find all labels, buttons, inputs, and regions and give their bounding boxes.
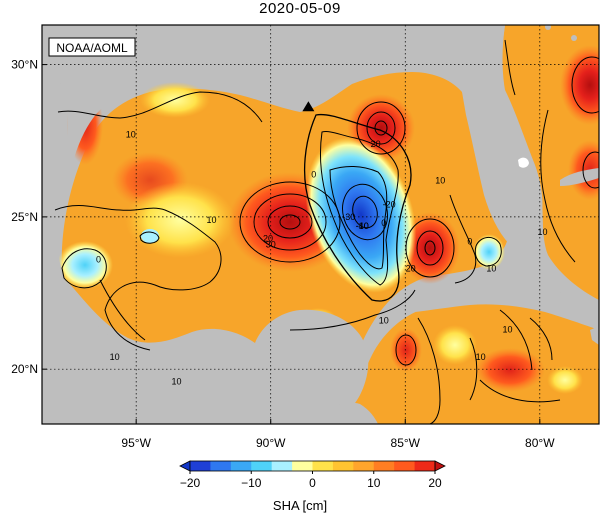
station-marker-triangle	[302, 101, 315, 112]
bahamas-island	[560, 168, 599, 186]
yellow-patch-north	[140, 82, 210, 118]
lake-okeechobee	[518, 157, 529, 168]
contour-label: -20	[383, 200, 396, 210]
lon-tick-label: 90°W	[256, 436, 286, 450]
colorbar-tick-label: 0	[309, 476, 316, 490]
florida-peninsula	[462, 80, 543, 247]
colorbar-label: SHA [cm]	[272, 498, 328, 513]
contour-label: 10	[503, 325, 513, 335]
graticule-grid	[42, 25, 599, 424]
colorbar-segment	[332, 461, 354, 471]
colorbar-segment	[251, 461, 273, 471]
contour-label: 30	[266, 239, 276, 249]
credit-box: NOAA/AOML	[48, 37, 136, 57]
colorbar-segment	[210, 461, 232, 471]
colorbar-tick-label: −10	[241, 476, 262, 490]
lat-tick-label: 25°N	[11, 210, 38, 224]
yellow-patch-caribbean	[433, 325, 477, 365]
contour-label: 20	[371, 139, 381, 149]
colorbar-min-arrow	[179, 460, 191, 472]
contour-label: 10	[207, 215, 217, 225]
colorbar-tick-label: 20	[428, 476, 442, 490]
cuba-north-coast-detail	[512, 283, 535, 292]
contour-labels: 10101010101010102020203000-10-20-30-4000…	[96, 130, 548, 387]
central-america	[322, 402, 378, 424]
contour-label: -30	[342, 212, 355, 222]
mexico-landmass	[42, 25, 345, 424]
warm-eddy-yucatan	[390, 328, 422, 372]
cold-eddy-east	[473, 234, 505, 270]
lon-tick-label: 85°W	[391, 436, 421, 450]
colorbar-segment	[292, 461, 313, 471]
cold-eddy-west	[57, 241, 113, 289]
us-gulf-coast	[68, 25, 510, 180]
contour-label: -10	[356, 221, 369, 231]
contour-label: 10	[537, 227, 547, 237]
colorbar-segment	[394, 461, 416, 471]
lat-tick-label: 30°N	[11, 58, 38, 72]
contour-label: 20	[263, 233, 273, 243]
colorbar-tick-label: −20	[180, 476, 201, 490]
contour-label: 10	[435, 175, 445, 185]
map-frame-border	[41, 24, 600, 425]
contour-label: 10	[476, 352, 486, 362]
colorbar-tick-label: 10	[367, 476, 381, 490]
colorbar-max-arrow	[434, 460, 446, 472]
colorbar-segment	[312, 461, 334, 471]
warm-eddy-caribbean	[475, 348, 545, 392]
yucatan-peninsula	[255, 309, 369, 424]
contour-label: 10	[486, 264, 496, 274]
colorbar-segment	[414, 461, 436, 471]
contour-label: 20	[406, 264, 416, 274]
colorbar-segment	[271, 461, 293, 471]
contour-lines	[54, 39, 599, 424]
map-title: 2020-05-09	[259, 0, 341, 17]
contour-label: 0	[96, 255, 101, 265]
lon-tick-label: 80°W	[525, 436, 555, 450]
lon-tick-label: 95°W	[121, 436, 151, 450]
colorbar-segment	[353, 461, 375, 471]
island-small-2	[545, 25, 551, 30]
warm-eddy-atlantic-north	[560, 45, 599, 125]
map-content: 10101010101010102020203000-10-20-30-4000…	[42, 25, 599, 424]
contour-label: 10	[379, 315, 389, 325]
warm-eddy-atlantic-mid	[568, 140, 599, 200]
colorbar-segment	[190, 461, 211, 471]
contour-label: 10	[110, 352, 120, 362]
colorbar-segment	[230, 461, 252, 471]
lat-tick-label: 20°N	[11, 362, 38, 376]
yellow-patch-cuba-south	[547, 366, 583, 394]
credit-label: NOAA/AOML	[56, 41, 128, 55]
colorbar: −20 −10 0 10 20	[179, 460, 446, 490]
contour-label: 0	[467, 236, 472, 246]
contour-label: 0	[311, 169, 316, 179]
contour-label: 0	[381, 218, 386, 228]
cuba-island	[410, 279, 599, 330]
contour-label: 10	[126, 130, 136, 140]
colorbar-segment	[373, 461, 395, 471]
contour-label: 10	[172, 376, 182, 386]
axis-tick-labels: 95°W 90°W 85°W 80°W 30°N 25°N 20°N	[11, 58, 555, 450]
island-small	[571, 35, 577, 41]
hispaniola-edge	[590, 326, 599, 345]
contour-label: -40	[356, 221, 369, 231]
